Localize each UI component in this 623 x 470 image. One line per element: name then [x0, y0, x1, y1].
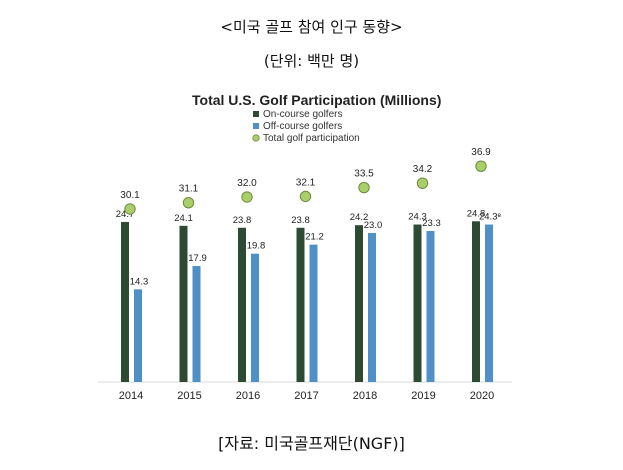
label-on-course-2020: 24.8: [467, 208, 486, 219]
bar-on-course-2020: [472, 221, 480, 382]
label-total-2015: 31.1: [179, 184, 199, 195]
bar-off-course-2016: [251, 253, 259, 382]
bar-off-course-2018: [368, 232, 376, 382]
marker-total-2015: [182, 197, 195, 209]
label-off-course-2015: 17.9: [188, 253, 207, 264]
label-total-2016: 32.0: [237, 178, 257, 189]
bar-off-course-2019: [426, 231, 435, 382]
chart-title: Total U.S. Golf Participation (Millions): [192, 92, 441, 108]
golf-participation-chart: Total U.S. Golf Participation (Millions)…: [98, 92, 512, 402]
label-off-course-2014: 14.3: [130, 276, 149, 287]
label-off-course-2018: 23.0: [364, 220, 383, 231]
label-total-2020: 36.9: [471, 147, 491, 158]
tick-label-2019: 2019: [411, 390, 435, 402]
label-on-course-2016: 23.8: [233, 215, 252, 226]
page-title: <미국 골프 참여 인구 동향>: [220, 18, 403, 36]
unit-note: (단위: 백만 명): [263, 52, 360, 70]
label-on-course-2017: 23.8: [291, 215, 310, 226]
marker-total-2017: [299, 190, 312, 203]
marker-total-2016: [241, 191, 253, 203]
chart-marks: 24.7 14.3 30.1 24.1 17.9 31.1 23.8 19.8 32.0 23.8…: [116, 147, 501, 382]
marker-total-2020: [475, 160, 487, 172]
label-off-course-2020: 24.3ᵉ: [479, 212, 501, 223]
bar-off-course-2020: [485, 224, 493, 382]
legend-label-3: Total golf participation: [263, 133, 360, 144]
label-total-2014: 30.1: [120, 190, 140, 201]
tick-label-2018: 2018: [353, 390, 377, 402]
bar-off-course-2014: [134, 289, 142, 382]
tick-label-2017: 2017: [294, 390, 318, 402]
tick-label-2015: 2015: [177, 390, 201, 402]
label-off-course-2019: 23.3: [422, 218, 441, 229]
bar-on-course-2016: [238, 227, 246, 382]
tick-label-2014: 2014: [119, 390, 143, 402]
label-on-course-2018: 24.2: [350, 212, 369, 223]
label-total-2019: 34.2: [413, 164, 433, 175]
source-note: [자료: 미국골프재단(NGF)]: [218, 434, 405, 453]
legend-label-1: On-course golfers: [263, 109, 342, 120]
bar-on-course-2019: [413, 224, 422, 382]
label-total-2017: 32.1: [296, 177, 316, 188]
bar-off-course-2017: [309, 244, 318, 382]
marker-total-2014: [124, 203, 136, 215]
legend-swatch-2: [253, 123, 259, 129]
bar-on-course-2018: [355, 225, 363, 382]
bar-off-course-2015: [192, 266, 201, 382]
label-on-course-2015: 24.1: [174, 213, 193, 224]
x-axis-ticks: 2014 2015 2016 2017 2018 2019 2020: [119, 390, 494, 402]
legend-label-2: Off-course golfers: [263, 121, 342, 132]
legend-swatch-1: [253, 111, 259, 117]
bar-on-course-2014: [121, 221, 129, 382]
legend-swatch-3: [252, 134, 260, 142]
bar-on-course-2015: [179, 225, 188, 382]
label-on-course-2014: 24.7: [116, 209, 135, 220]
label-off-course-2017: 21.2: [305, 232, 324, 243]
label-on-course-2019: 24.3: [408, 212, 427, 223]
marker-total-2018: [358, 181, 370, 194]
tick-label-2020: 2020: [470, 390, 494, 402]
marker-total-2019: [416, 177, 429, 189]
tick-label-2016: 2016: [236, 390, 260, 402]
label-total-2018: 33.5: [354, 169, 374, 180]
label-off-course-2016: 19.8: [247, 241, 266, 252]
bar-on-course-2017: [296, 227, 305, 382]
